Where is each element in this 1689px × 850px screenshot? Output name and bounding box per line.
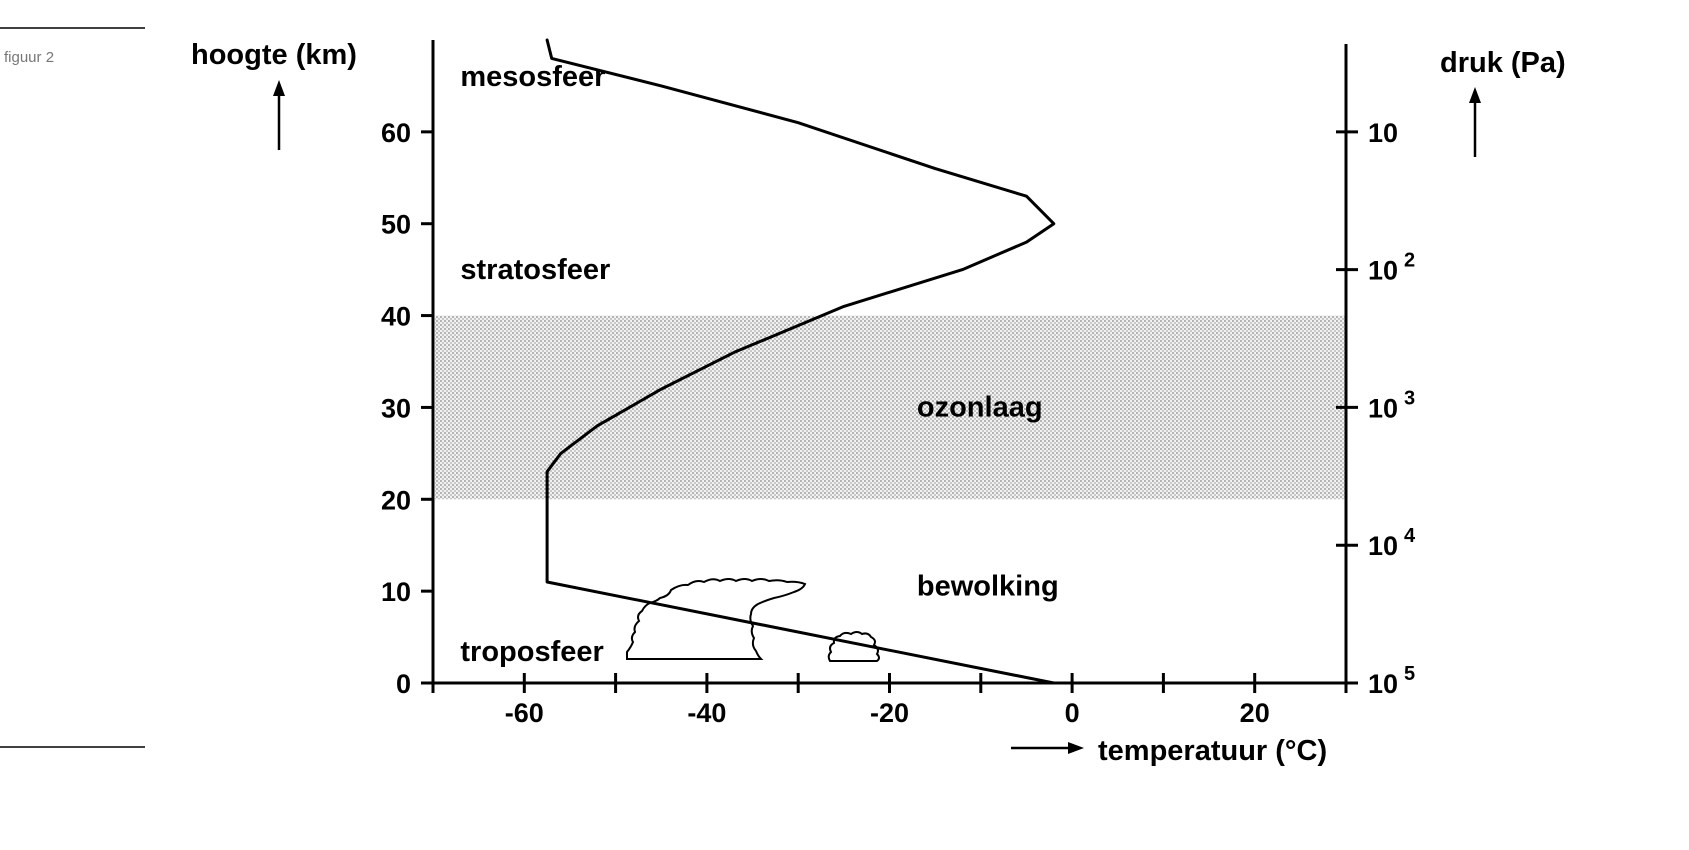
figure-label: figuur 2 xyxy=(4,49,54,66)
y-ticks: 0 10 20 30 40 50 60 xyxy=(381,118,433,699)
pressure-tick-label: 10 xyxy=(1368,118,1398,148)
x-tick-label: 20 xyxy=(1240,698,1270,728)
x-axis-arrow xyxy=(1011,742,1084,754)
y-tick-label: 20 xyxy=(381,485,411,515)
x-tick-label: -20 xyxy=(870,698,909,728)
pressure-tick-label: 10 5 xyxy=(1368,663,1415,699)
region-label: bewolking xyxy=(917,571,1059,603)
region-label: stratosfeer xyxy=(460,254,610,286)
y-axis-title: hoogte (km) xyxy=(191,39,357,71)
cumulonimbus-cloud xyxy=(626,578,807,660)
x-tick-label: -60 xyxy=(505,698,544,728)
x-axis-title: temperatuur (°C) xyxy=(1098,735,1327,767)
x-ticks: -60 -40 -20 0 20 xyxy=(431,673,1348,728)
y-tick-label: 0 xyxy=(396,669,411,699)
y-tick-label: 10 xyxy=(381,577,411,607)
ozone-layer-band xyxy=(435,315,1346,500)
temperature-profile-line xyxy=(545,38,1056,685)
region-annotations: mesosfeer stratosfeer ozonlaag bewolking tro… xyxy=(460,61,1058,668)
region-label: troposfeer xyxy=(460,636,603,668)
region-label: ozonlaag xyxy=(917,392,1043,424)
pressure-tick-label: 10 3 xyxy=(1368,387,1415,423)
y-tick-label: 60 xyxy=(381,118,411,148)
pressure-tick-label: 10 4 xyxy=(1368,525,1416,561)
x-tick-label: 0 xyxy=(1065,698,1080,728)
y-tick-label: 30 xyxy=(381,393,411,423)
y-tick-label: 40 xyxy=(381,302,411,332)
y2-axis-title: druk (Pa) xyxy=(1440,47,1566,79)
pressure-tick-label: 10 2 xyxy=(1368,250,1415,286)
region-label: mesosfeer xyxy=(460,61,605,93)
y2-axis-arrow xyxy=(1469,87,1481,157)
y-axis-arrow xyxy=(273,80,285,150)
y-tick-label: 50 xyxy=(381,210,411,240)
x-tick-label: -40 xyxy=(687,698,726,728)
